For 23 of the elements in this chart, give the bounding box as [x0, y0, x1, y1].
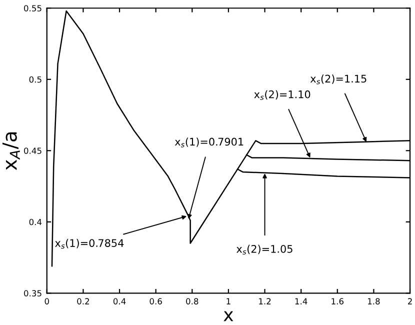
x-tick-label: 2: [408, 298, 412, 304]
y-tick-label: 0.5: [29, 76, 42, 83]
x-tick-label: 1.4: [295, 298, 308, 304]
x-tick-label: 1.6: [332, 298, 344, 304]
annotation: x$_{s}$(1)=0.7854: [55, 238, 124, 249]
x-axis-title: x: [224, 311, 234, 322]
x-tick-label: 1.2: [259, 298, 271, 304]
x-tick-label: 0.4: [113, 298, 126, 304]
x-tick-label: 0.2: [77, 298, 89, 304]
x-tick-label: 0.8: [186, 298, 198, 304]
y-tick-label: 0.4: [29, 218, 42, 226]
y-axis-title: x$_{A}$/a: [2, 132, 20, 170]
x-tick-label: 0.6: [150, 298, 162, 304]
y-tick-label: 0.45: [24, 148, 42, 154]
x-tick-label: 0: [44, 298, 49, 304]
annotation: x$_{s}$(1)=0.7901: [174, 138, 244, 148]
annotation: x$_{s}$(2)=1.05: [236, 244, 292, 254]
y-tick-label: 0.55: [24, 5, 42, 12]
y-tick-label: 0.35: [24, 290, 42, 296]
x-tick-label: 1.8: [368, 298, 380, 304]
x-tick-label: 1: [226, 298, 230, 304]
annotation: x$_{s}$(2)=1.15: [310, 74, 366, 84]
annotation: x$_{s}$(2)=1.10: [254, 90, 310, 100]
